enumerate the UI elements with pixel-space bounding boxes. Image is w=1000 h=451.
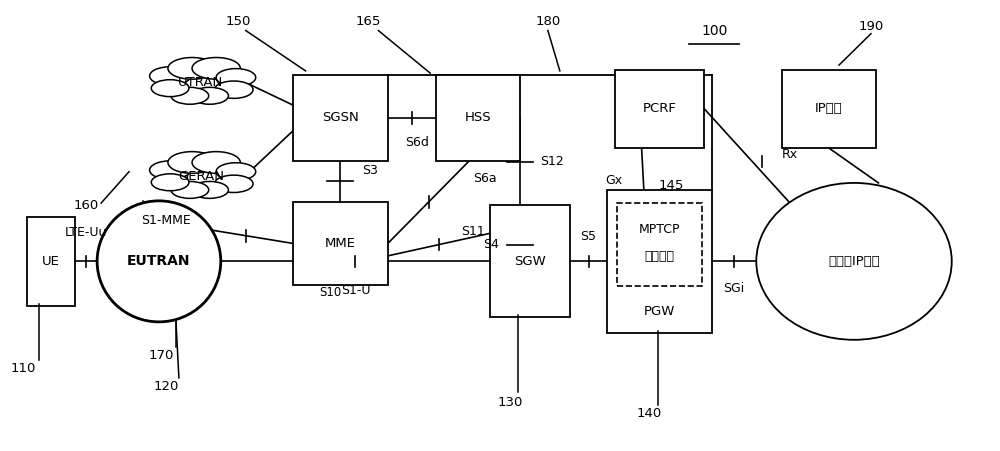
Text: MPTCP: MPTCP — [639, 223, 680, 236]
Text: HSS: HSS — [465, 111, 491, 124]
FancyBboxPatch shape — [312, 248, 349, 280]
Circle shape — [191, 181, 228, 198]
Text: PCRF: PCRF — [643, 102, 676, 115]
Text: SGSN: SGSN — [322, 111, 359, 124]
Text: Gx: Gx — [605, 174, 622, 187]
FancyBboxPatch shape — [490, 205, 570, 318]
Circle shape — [150, 67, 191, 85]
Text: PGW: PGW — [644, 305, 675, 318]
Circle shape — [151, 174, 189, 191]
Text: S1-MME: S1-MME — [141, 214, 191, 226]
Text: EUTRAN: EUTRAN — [127, 254, 191, 268]
Text: S6d: S6d — [405, 136, 429, 149]
Text: S4: S4 — [483, 238, 499, 251]
Circle shape — [216, 69, 256, 87]
Circle shape — [192, 58, 240, 79]
Circle shape — [168, 58, 216, 79]
FancyBboxPatch shape — [617, 202, 702, 286]
Text: 120: 120 — [153, 380, 179, 393]
Circle shape — [192, 152, 240, 173]
FancyBboxPatch shape — [293, 75, 388, 161]
FancyBboxPatch shape — [436, 75, 520, 161]
Text: 110: 110 — [11, 363, 36, 375]
Text: 190: 190 — [858, 19, 884, 32]
Text: 100: 100 — [701, 23, 728, 37]
FancyBboxPatch shape — [782, 70, 876, 148]
Ellipse shape — [97, 201, 221, 322]
Text: 160: 160 — [74, 199, 99, 212]
Text: 150: 150 — [226, 15, 251, 28]
FancyBboxPatch shape — [615, 70, 704, 148]
Circle shape — [171, 181, 209, 198]
Text: GERAN: GERAN — [178, 170, 224, 183]
Text: SGi: SGi — [723, 282, 745, 295]
Text: 145: 145 — [659, 179, 684, 192]
Text: LTE-Uu: LTE-Uu — [65, 226, 107, 239]
Text: Rx: Rx — [782, 148, 798, 161]
Circle shape — [214, 175, 253, 193]
Text: UE: UE — [42, 255, 60, 268]
Circle shape — [171, 87, 209, 104]
Text: S10: S10 — [319, 286, 342, 299]
Text: 165: 165 — [356, 15, 381, 28]
Circle shape — [214, 81, 253, 98]
Text: S5: S5 — [581, 230, 597, 243]
Text: UTRAN: UTRAN — [178, 76, 223, 88]
Circle shape — [216, 163, 256, 180]
Text: 170: 170 — [148, 349, 174, 362]
Text: S1-U: S1-U — [341, 284, 370, 297]
FancyBboxPatch shape — [607, 189, 712, 333]
Text: S12: S12 — [540, 155, 564, 168]
Text: S3: S3 — [362, 164, 378, 176]
Circle shape — [191, 87, 228, 104]
Circle shape — [168, 152, 216, 173]
Text: SGW: SGW — [514, 255, 546, 268]
Circle shape — [150, 161, 191, 179]
FancyBboxPatch shape — [27, 216, 75, 306]
Text: 180: 180 — [535, 15, 560, 28]
Text: 功能实体: 功能实体 — [645, 250, 675, 263]
Ellipse shape — [756, 183, 952, 340]
Text: S11: S11 — [461, 225, 485, 238]
Text: 130: 130 — [497, 396, 523, 409]
Circle shape — [151, 80, 189, 97]
Text: 140: 140 — [637, 407, 662, 420]
Text: S6a: S6a — [473, 172, 496, 185]
Text: IP主机: IP主机 — [815, 102, 843, 115]
Text: 运营商IP业务: 运营商IP业务 — [828, 255, 880, 268]
Text: MME: MME — [325, 237, 356, 250]
FancyBboxPatch shape — [293, 202, 388, 285]
